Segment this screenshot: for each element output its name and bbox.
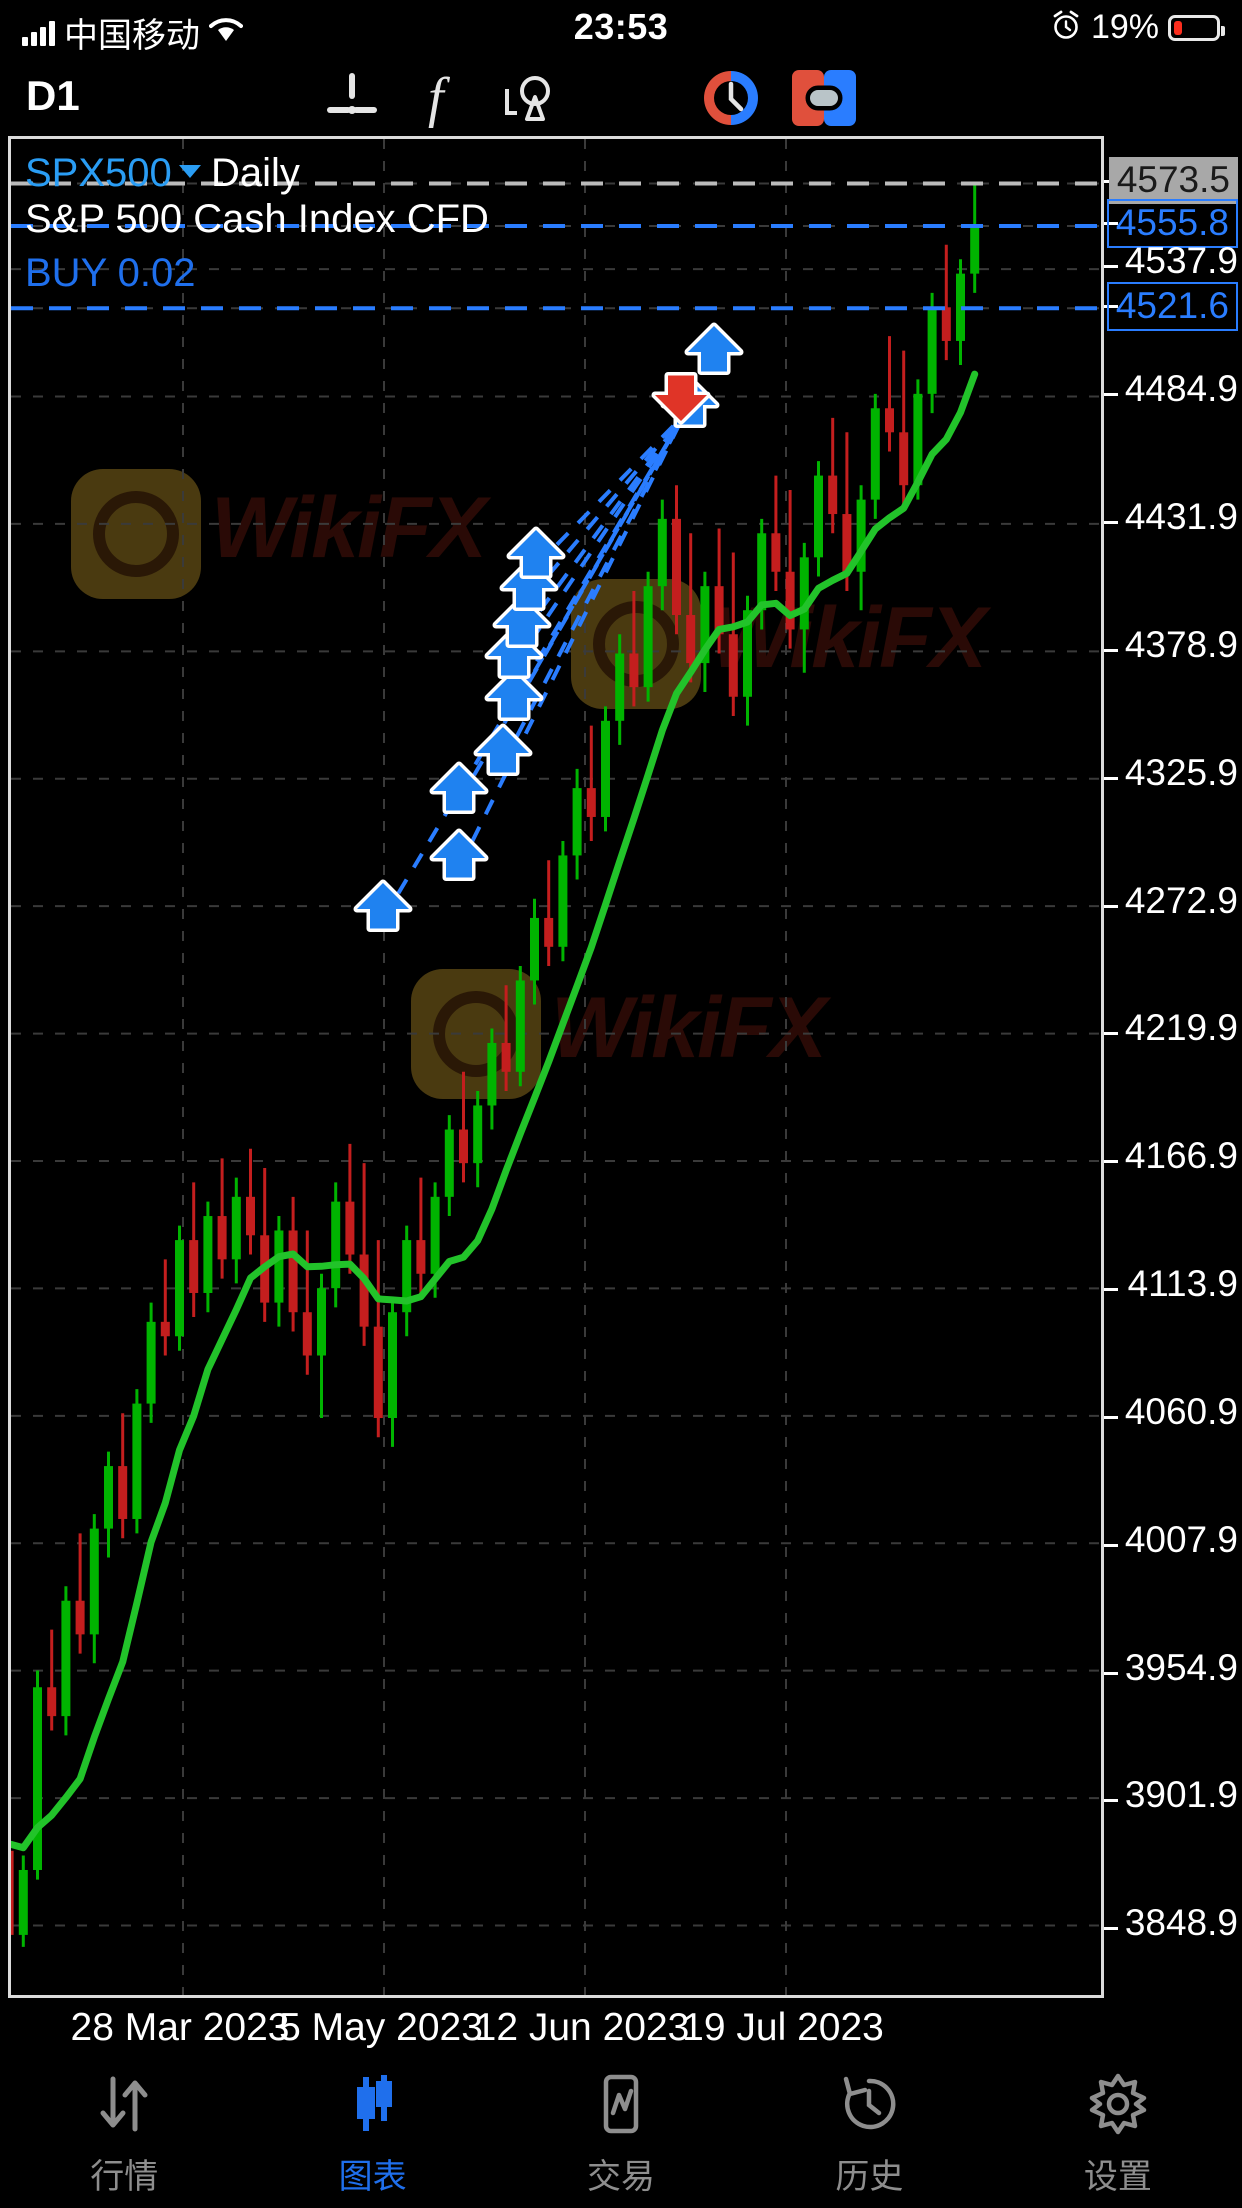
date-axis-label: 28 Mar 2023 <box>70 2006 290 2049</box>
alarm-clock-icon <box>1050 9 1082 46</box>
tab-quotes[interactable]: 行情 <box>0 2060 248 2208</box>
period-label[interactable]: Daily <box>211 151 300 195</box>
price-tick <box>1104 648 1118 652</box>
price-tick <box>1104 1543 1118 1547</box>
price-axis-label: 4272.9 <box>1124 879 1238 921</box>
status-bar-left: 中国移动 <box>22 8 243 57</box>
price-tick <box>1104 1032 1118 1036</box>
price-tick <box>1104 1671 1118 1675</box>
price-axis-label: 4431.9 <box>1124 496 1238 538</box>
status-bar-right: 19% <box>1050 8 1225 47</box>
date-axis-label: 5 May 2023 <box>279 2006 483 2049</box>
bottom-tab-bar: 行情 图表 交易 <box>0 2060 1242 2208</box>
trade-clock-icon[interactable] <box>700 68 762 128</box>
tab-trade[interactable]: 交易 <box>497 2060 745 2208</box>
price-axis-label: 4484.9 <box>1124 368 1238 410</box>
tab-label: 图表 <box>338 2157 407 2196</box>
crosshair-icon[interactable] <box>312 68 392 128</box>
tab-label: 设置 <box>1083 2157 1152 2196</box>
tab-label: 交易 <box>587 2157 656 2196</box>
tab-label: 行情 <box>90 2157 159 2196</box>
status-bar-clock: 23:53 <box>573 6 669 47</box>
price-axis-label: 4166.9 <box>1124 1135 1238 1177</box>
price-tick <box>1104 1288 1118 1292</box>
date-axis-label: 19 Jul 2023 <box>682 2006 884 2049</box>
price-tick <box>1104 1415 1118 1419</box>
price-axis-label: 3848.9 <box>1124 1902 1238 1944</box>
trade-device-icon <box>588 2071 654 2137</box>
price-axis-label: 3954.9 <box>1124 1646 1238 1688</box>
price-scale[interactable]: 4573.5 4555.8 4537.9 4521.6 4484.9 4431.9 4378… <box>1104 136 1242 1998</box>
price-axis-label: 4537.9 <box>1124 240 1238 282</box>
price-tick <box>1104 265 1118 269</box>
quotes-arrows-icon <box>91 2071 157 2137</box>
chart-toggle-icon[interactable] <box>790 68 858 128</box>
battery-percent-label: 19% <box>1090 8 1159 46</box>
price-tick <box>1104 304 1118 308</box>
top-toolbar: D1 f <box>0 58 1242 136</box>
price-axis-label: 4060.9 <box>1124 1390 1238 1432</box>
price-tick <box>1104 393 1118 397</box>
chart-canvas[interactable]: WikiFX WikiFX WikiFX SPX500 Daily S&P 50… <box>8 136 1104 1998</box>
tab-history[interactable]: 历史 <box>745 2060 993 2208</box>
symbol-label[interactable]: SPX500 <box>25 151 172 195</box>
price-axis-label: 4378.9 <box>1124 623 1238 665</box>
battery-icon <box>1168 14 1225 41</box>
date-axis: 28 Mar 2023 5 May 2023 12 Jun 2023 19 Jul 2… <box>0 2000 1242 2060</box>
date-axis-label: 12 Jun 2023 <box>474 2006 690 2049</box>
price-tick <box>1104 1799 1118 1803</box>
wifi-icon <box>209 17 243 48</box>
tab-settings[interactable]: 设置 <box>994 2060 1242 2208</box>
price-tick <box>1104 776 1118 780</box>
price-tick <box>1104 222 1118 226</box>
price-level-label[interactable]: 4521.6 <box>1106 281 1238 331</box>
price-tick <box>1104 521 1118 525</box>
chart-candles-icon <box>340 2071 406 2137</box>
tab-label: 历史 <box>835 2157 904 2196</box>
signal-bars-icon <box>22 20 55 46</box>
timeframe-button[interactable]: D1 <box>26 72 80 119</box>
tab-charts[interactable]: 图表 <box>248 2060 496 2208</box>
settings-gear-icon <box>1085 2071 1151 2137</box>
price-axis-label: 4219.9 <box>1124 1007 1238 1049</box>
price-tick <box>1104 1160 1118 1164</box>
price-chart-svg <box>11 139 1101 1995</box>
chart-plot: WikiFX WikiFX WikiFX SPX500 Daily S&P 50… <box>11 139 1101 1995</box>
position-label[interactable]: BUY 0.02 <box>25 251 196 295</box>
price-axis-label: 4325.9 <box>1124 751 1238 793</box>
chevron-down-icon[interactable] <box>179 165 201 178</box>
symbol-description: S&P 500 Cash Index CFD <box>25 197 489 241</box>
carrier-label: 中国移动 <box>64 17 200 55</box>
status-bar: 中国移动 23:53 19% <box>0 0 1242 58</box>
price-axis-label: 3901.9 <box>1124 1774 1238 1816</box>
function-f-icon[interactable]: f <box>400 67 480 129</box>
svg-text:f: f <box>428 67 451 129</box>
price-axis-label: 4113.9 <box>1127 1263 1238 1305</box>
last-price-label[interactable]: 4573.5 <box>1108 156 1238 204</box>
objects-icon[interactable] <box>488 68 568 128</box>
history-clock-icon <box>836 2071 902 2137</box>
price-level-label[interactable]: 4555.8 <box>1106 199 1238 249</box>
price-tick <box>1104 904 1118 908</box>
price-axis-label: 4007.9 <box>1124 1518 1238 1560</box>
price-tick <box>1104 1927 1118 1931</box>
